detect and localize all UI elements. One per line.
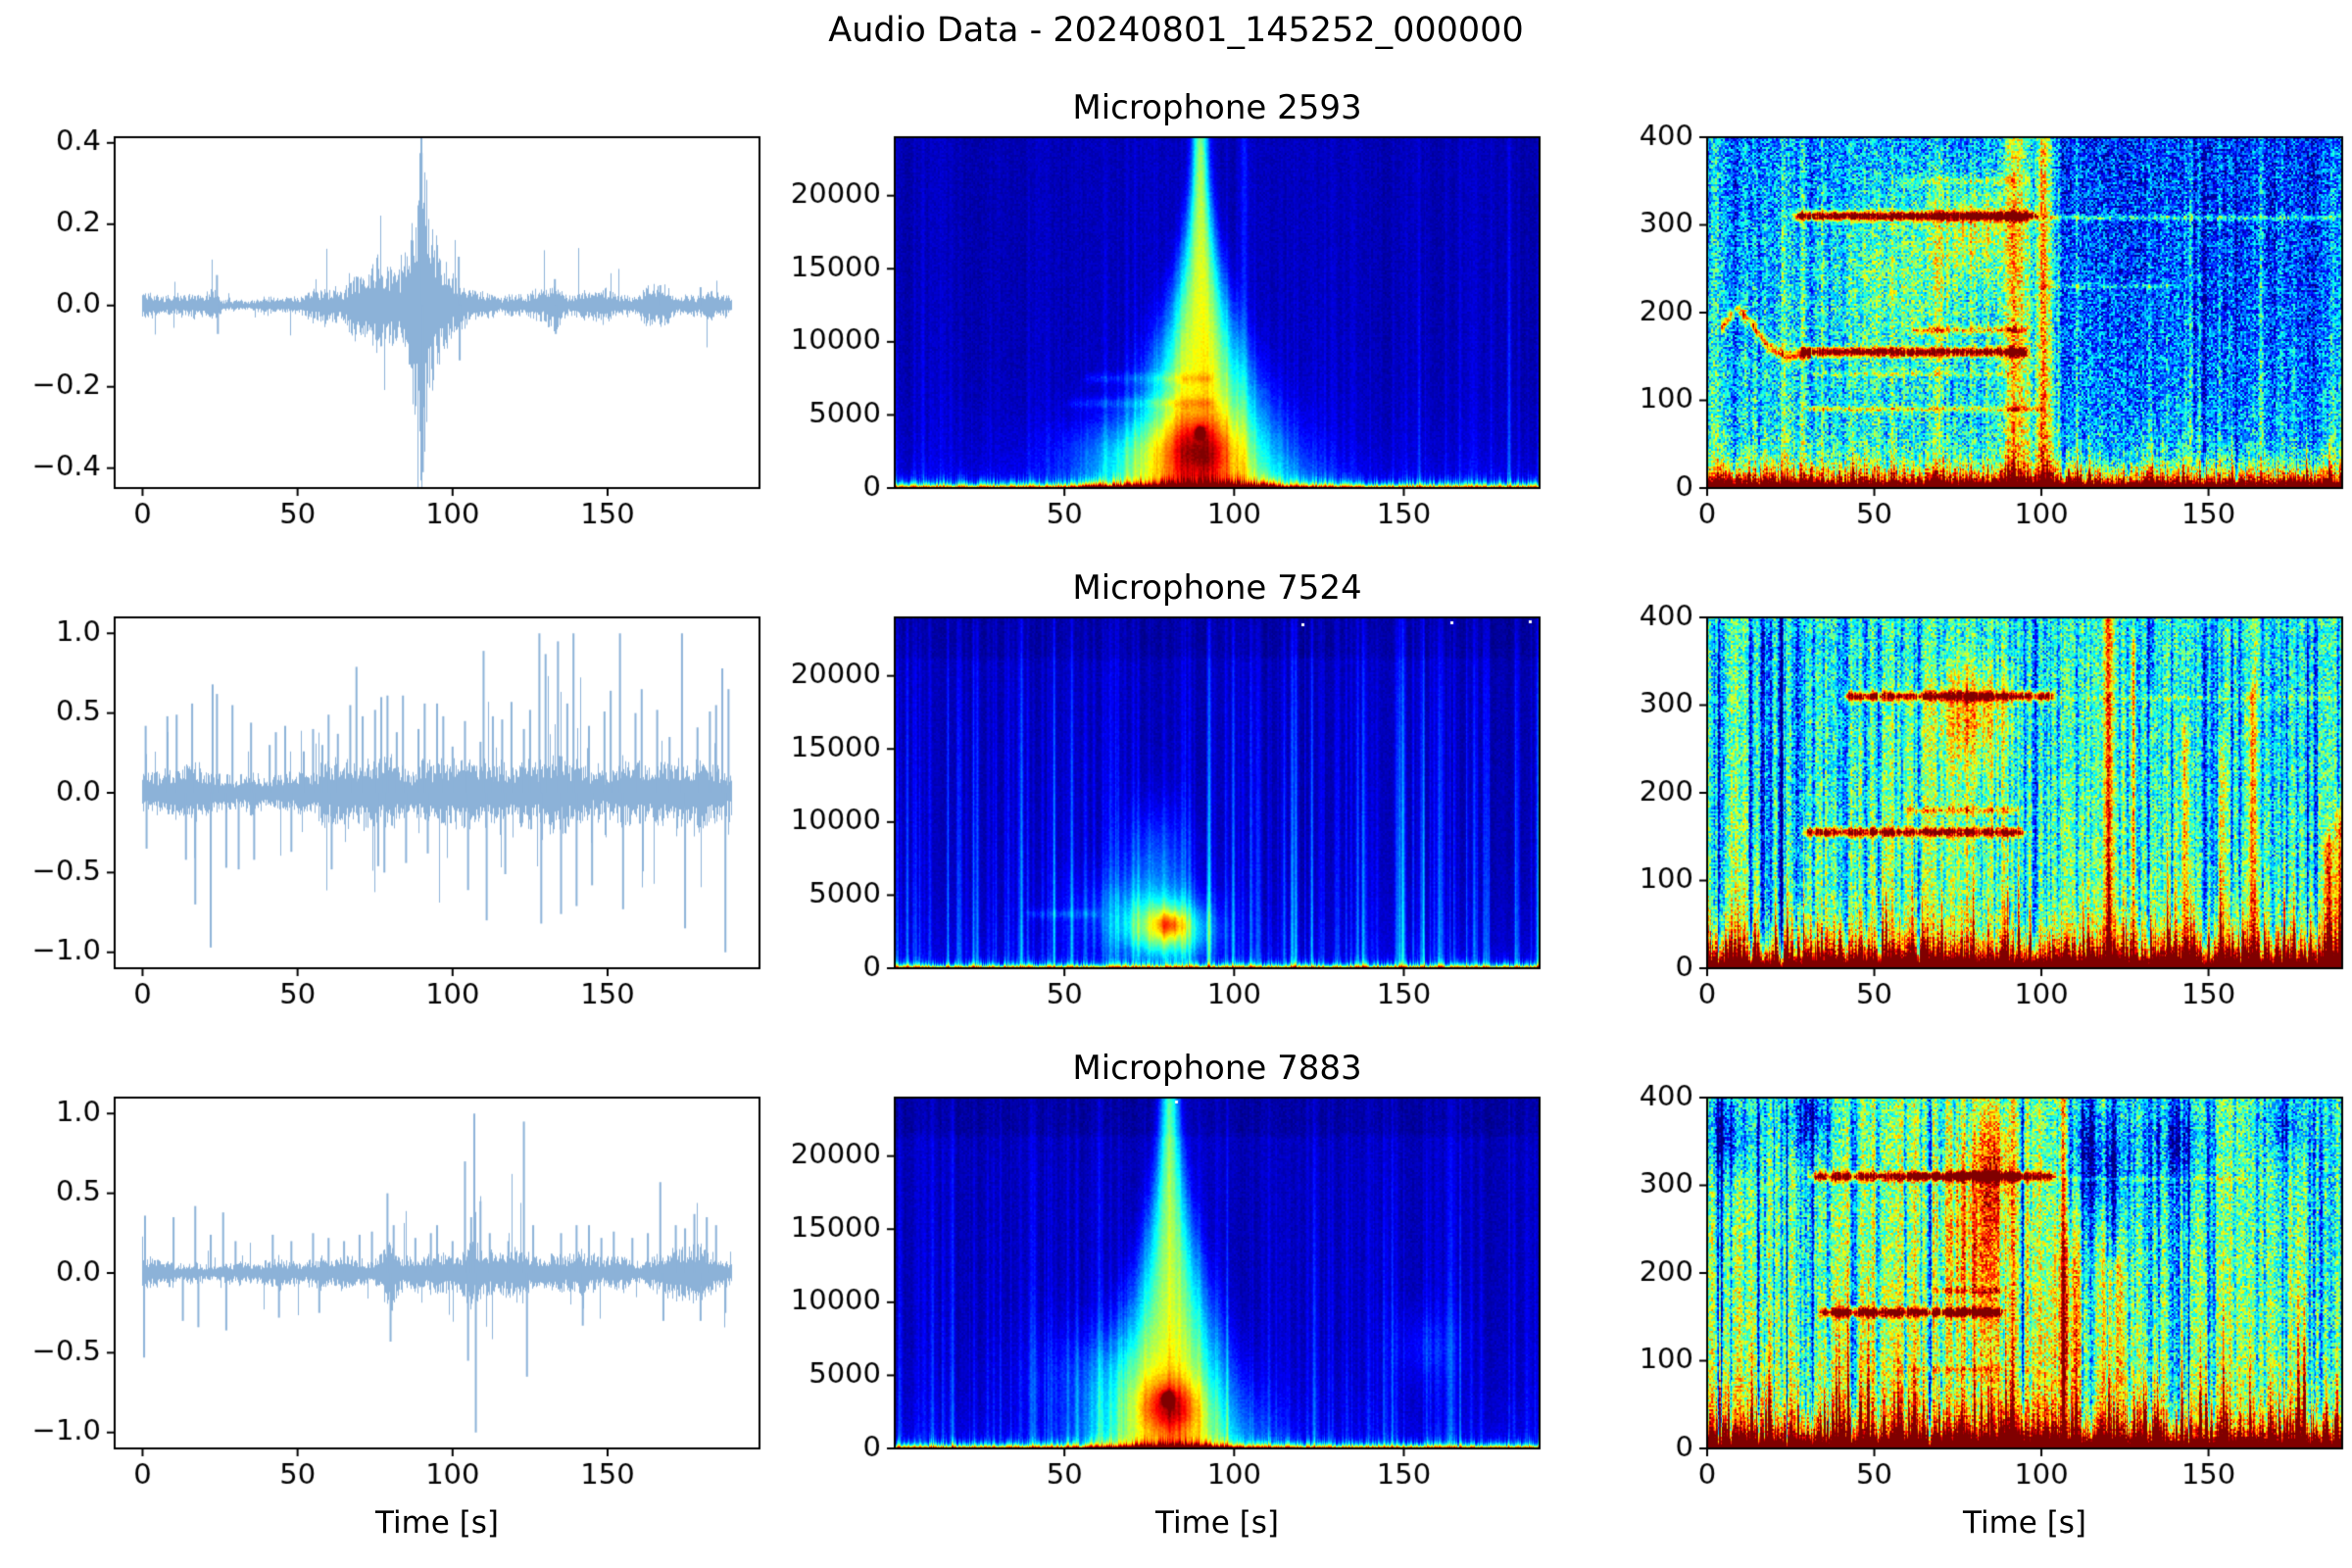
waveform-plot-mic-7883	[115, 1098, 760, 1448]
figure-title: Audio Data - 20240801_145252_000000	[828, 11, 1524, 50]
spectrogram-full-plot-mic-2593	[895, 137, 1540, 488]
x-axis-label-spectrogram-lowfreq: Time [s]	[1962, 1505, 2087, 1541]
spectrogram-0-400hz-plot-mic-7524	[1707, 617, 2342, 968]
subplot-title-mic-7883: Microphone 7883	[1072, 1049, 1362, 1088]
x-axis-label-waveform: Time [s]	[374, 1505, 500, 1541]
spectrogram-full-plot-mic-7524	[895, 617, 1540, 968]
x-axis-label-spectrogram-full: Time [s]	[1154, 1505, 1280, 1541]
spectrogram-full-plot-mic-7883	[895, 1098, 1540, 1448]
subplot-title-mic-2593: Microphone 2593	[1072, 88, 1362, 127]
spectrogram-0-400hz-plot-mic-7883	[1707, 1098, 2342, 1448]
waveform-plot-mic-7524	[115, 617, 760, 968]
subplot-title-mic-7524: Microphone 7524	[1072, 568, 1362, 608]
spectrogram-0-400hz-plot-mic-2593	[1707, 137, 2342, 488]
waveform-plot-mic-2593	[115, 137, 760, 488]
